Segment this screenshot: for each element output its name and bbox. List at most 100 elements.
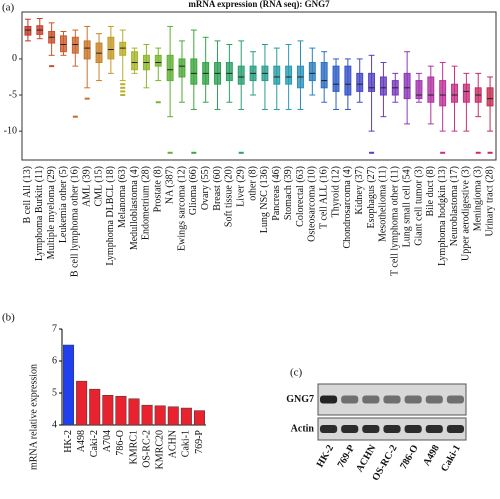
box — [225, 62, 233, 82]
band — [383, 425, 401, 433]
y-tick-label: 4 — [52, 419, 57, 430]
y-tick-label: 5 — [52, 387, 57, 398]
box — [83, 40, 91, 60]
y-tick-label: 7 — [52, 323, 57, 334]
x-tick-label: Glioma (66) — [188, 166, 199, 215]
box — [308, 62, 316, 82]
x-tick-label: Melanoma (63) — [117, 166, 128, 228]
box — [154, 54, 162, 67]
box — [24, 25, 32, 36]
outlier — [369, 151, 375, 154]
outlier — [49, 65, 55, 68]
x-tick-label: Thyroid (12) — [330, 166, 341, 217]
bar — [154, 405, 166, 426]
outlier — [84, 97, 90, 100]
bar — [89, 388, 101, 426]
lane-label: 786-O — [398, 443, 421, 471]
box — [178, 58, 186, 78]
box — [119, 41, 127, 56]
x-tick-label: Meningioma (3) — [473, 166, 484, 231]
band — [383, 395, 401, 404]
bar — [115, 395, 127, 426]
x-tick-label: OS-RC-2 — [141, 430, 152, 468]
x-tick-label: NA (387) — [164, 166, 175, 204]
x-tick-label: T cell ALL (16) — [318, 166, 329, 229]
row-label: Actin — [291, 423, 315, 434]
x-tick-label: Chondrosarcoma (4) — [342, 166, 353, 248]
box — [320, 62, 328, 89]
outlier — [191, 151, 197, 154]
outlier — [440, 151, 446, 154]
x-tick-label: Medulloblastoma (4) — [129, 166, 140, 250]
row-label: GNG7 — [286, 394, 314, 405]
outlier — [120, 90, 126, 93]
x-tick-label: HK-2 — [63, 430, 74, 453]
x-tick-label: Lymphoma Burkitt (11) — [34, 166, 45, 261]
box — [131, 51, 139, 71]
x-tick-label: Kidney (37) — [354, 166, 365, 215]
x-tick-label: T cell lymphoma other (11) — [390, 166, 401, 276]
y-tick-label: -10 — [4, 125, 17, 136]
band — [341, 395, 359, 404]
outlier — [167, 151, 173, 154]
lane-label: Caki-1 — [439, 443, 463, 474]
x-tick-label: Upper aerodigestive (3) — [461, 166, 472, 261]
box — [237, 65, 245, 85]
bar — [180, 407, 192, 426]
x-tick-label: Breast (60) — [212, 166, 223, 211]
x-tick-label: Bile duct (8) — [425, 166, 436, 217]
box — [462, 83, 470, 103]
x-tick-label: Multiple myeloma (29) — [46, 166, 57, 259]
outlier — [120, 83, 126, 86]
x-tick-label: Lung small cell (54) — [401, 166, 412, 247]
box — [451, 83, 458, 103]
x-tick-label: CML (15) — [93, 166, 104, 206]
y-tick-label: 6 — [52, 355, 57, 366]
x-tick-label: 769-P — [194, 430, 205, 454]
x-tick-label: Giant cell tumor (3) — [413, 166, 424, 246]
box — [439, 80, 447, 107]
box — [427, 76, 435, 103]
bar — [141, 404, 153, 426]
outlier — [155, 101, 161, 104]
x-tick-label: Colorectal (63) — [295, 166, 306, 227]
box — [166, 54, 174, 82]
x-tick-label: A498 — [76, 430, 87, 452]
x-tick-label: ACHN — [168, 430, 179, 458]
band — [404, 395, 422, 404]
x-tick-label: Soft tissue (20) — [224, 166, 235, 227]
outlier — [238, 151, 244, 154]
x-tick-label: Ovary (55) — [200, 166, 211, 210]
y-tick-label: -5 — [9, 89, 17, 100]
box — [344, 65, 352, 96]
box — [285, 65, 293, 85]
panel-label: (a) — [2, 2, 15, 14]
outlier — [475, 151, 481, 154]
chart-title: mRNA expression (RNA seq): GNG7 — [188, 0, 330, 9]
plot-frame — [21, 11, 497, 161]
x-tick-label: Endometrium (28) — [141, 166, 152, 240]
x-tick-label: Caki-2 — [89, 430, 100, 457]
lane-label: A498 — [421, 443, 442, 468]
bar — [102, 394, 114, 426]
box — [403, 72, 411, 100]
y-tick-label: 0 — [12, 53, 17, 64]
x-tick-label: Mesothelioma (11) — [378, 166, 389, 242]
x-tick-label: Caki-1 — [181, 430, 192, 457]
band — [425, 425, 443, 433]
box — [415, 80, 423, 100]
bar — [63, 344, 75, 426]
box — [107, 36, 115, 60]
x-tick-label: Esophagus (27) — [366, 166, 377, 229]
panel-label: (b) — [2, 312, 15, 324]
box — [273, 65, 281, 85]
x-tick-label: Prostate (8) — [153, 166, 164, 212]
bar — [76, 380, 88, 426]
box — [486, 87, 494, 107]
band — [320, 425, 338, 433]
band — [362, 425, 380, 433]
x-tick-label: Osteosarcoma (10) — [307, 166, 318, 242]
box — [60, 35, 67, 53]
